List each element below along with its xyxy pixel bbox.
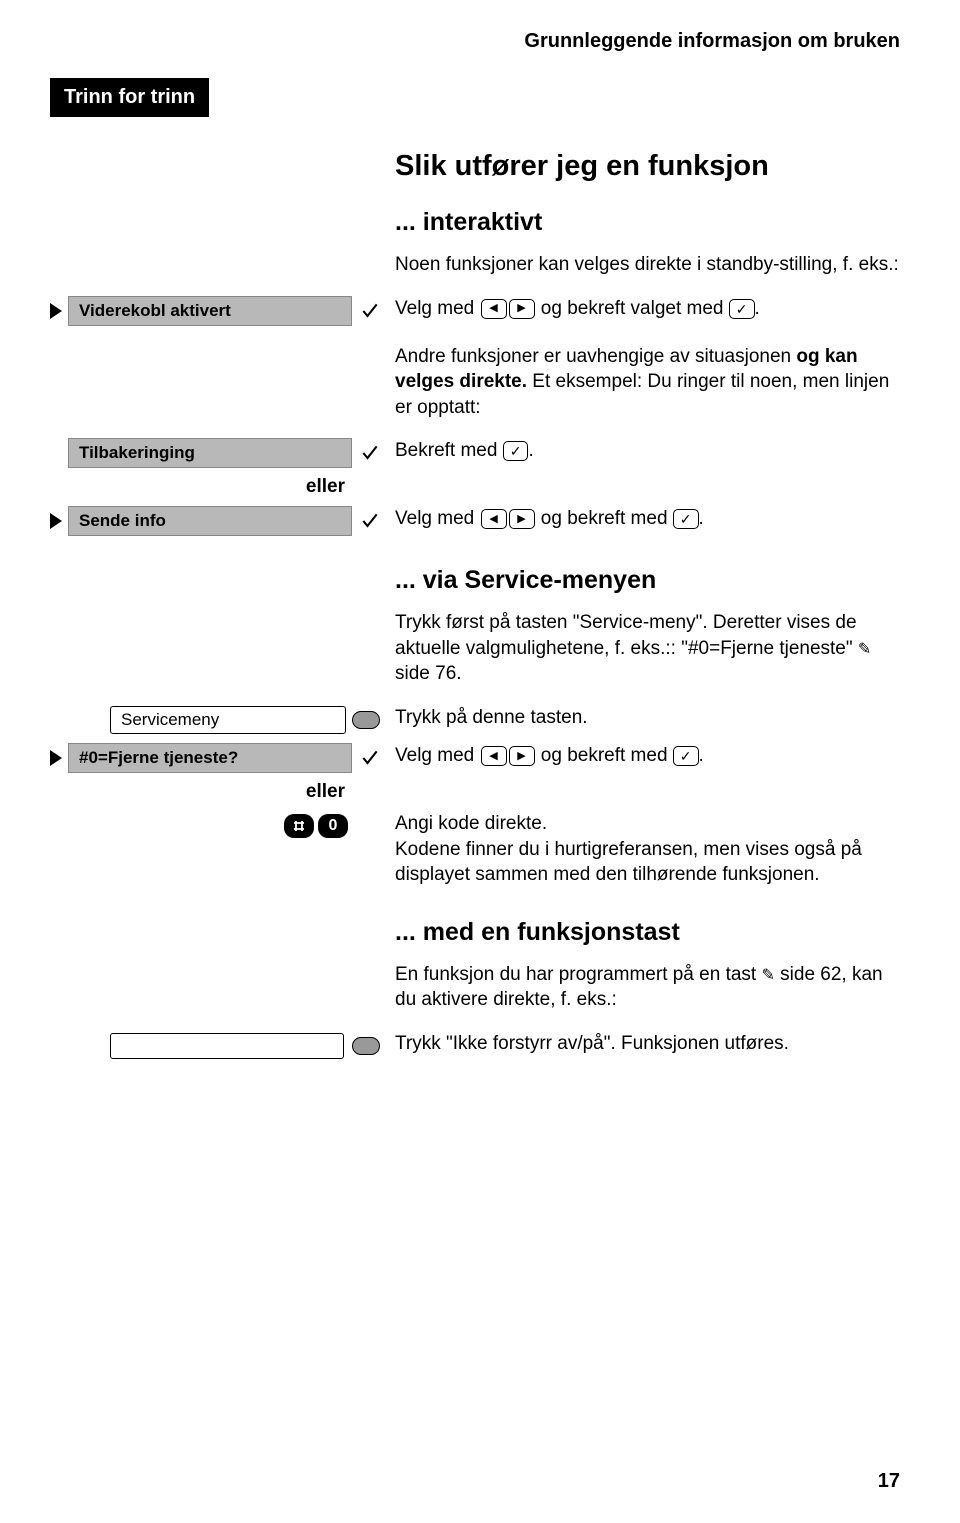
left-keys-hash-zero: 0 — [50, 811, 380, 841]
instruction-select-confirm: Velg med ◀▶ og bekreft med ✓. — [380, 506, 900, 532]
arrow-right-icon — [50, 303, 62, 319]
check-icon — [360, 443, 380, 463]
left-right-keys-icon: ◀▶ — [480, 509, 536, 529]
page-header: Grunnleggende informasjon om bruken — [50, 30, 900, 53]
or-label: eller — [50, 476, 380, 498]
instruction-press-dnd: Trykk "Ikke forstyrr av/på". Funksjonen … — [380, 1031, 900, 1057]
instruction-select-confirm: Velg med ◀▶ og bekreft med ✓. — [380, 743, 900, 769]
pencil-icon: ✎ — [858, 639, 871, 661]
manual-page: Grunnleggende informasjon om bruken Trin… — [0, 0, 960, 1523]
left-tab-fjerne: #0=Fjerne tjeneste? — [50, 743, 380, 773]
check-key-icon: ✓ — [503, 441, 529, 461]
intro-text: Noen funksjoner kan velges direkte i sta… — [395, 252, 900, 278]
arrow-right-icon — [50, 513, 62, 529]
funktast-intro: En funksjon du har programmert på en tas… — [395, 962, 900, 1013]
display-tab: Viderekobl aktivert — [68, 296, 352, 326]
key-label: Servicemeny — [110, 706, 346, 734]
hash-key-icon — [284, 814, 314, 838]
left-tab-viderekobl: Viderekobl aktivert — [50, 296, 380, 326]
or-label: eller — [50, 781, 380, 803]
left-tab-servicemeny: Servicemeny — [50, 705, 380, 735]
left-tab-sendeinfo: Sende info — [50, 506, 380, 536]
left-right-keys-icon: ◀▶ — [480, 746, 536, 766]
instruction-select-confirm: Velg med ◀▶ og bekreft valget med ✓. — [380, 296, 900, 322]
left-tab-tilbakeringing: Tilbakeringing — [50, 438, 380, 468]
subtitle-service: ... via Service-menyen — [395, 564, 900, 598]
round-button-icon — [352, 711, 380, 729]
paragraph-other-functions: Andre funksjoner er uavhengige av situas… — [380, 344, 900, 421]
service-intro: Trykk først på tasten "Service-meny". De… — [395, 610, 900, 687]
instruction-confirm: Bekreft med ✓. — [380, 438, 900, 464]
check-key-icon: ✓ — [673, 746, 699, 766]
left-tab-blank-key — [50, 1031, 380, 1061]
check-key-icon: ✓ — [673, 509, 699, 529]
pencil-icon: ✎ — [761, 965, 774, 987]
page-number: 17 — [878, 1470, 900, 1493]
instruction-enter-code: Angi kode direkte. Kodene finner du i hu… — [380, 811, 900, 888]
check-icon — [360, 748, 380, 768]
left-right-keys-icon: ◀▶ — [480, 299, 536, 319]
instruction-press-key: Trykk på denne tasten. — [380, 705, 900, 731]
display-tab: #0=Fjerne tjeneste? — [68, 743, 352, 773]
arrow-right-icon — [50, 750, 62, 766]
subtitle-interactive: ... interaktivt — [395, 206, 900, 240]
subtitle-funktast: ... med en funksjonstast — [395, 916, 900, 950]
check-icon — [360, 511, 380, 531]
main-title: Slik utfører jeg en funksjon — [395, 147, 900, 186]
check-icon — [360, 301, 380, 321]
step-badge: Trinn for trinn — [50, 78, 209, 117]
blank-key-label — [110, 1033, 344, 1059]
round-button-icon — [352, 1037, 380, 1055]
check-key-icon: ✓ — [729, 299, 755, 319]
display-tab: Tilbakeringing — [68, 438, 352, 468]
zero-key-icon: 0 — [318, 814, 348, 838]
display-tab: Sende info — [68, 506, 352, 536]
